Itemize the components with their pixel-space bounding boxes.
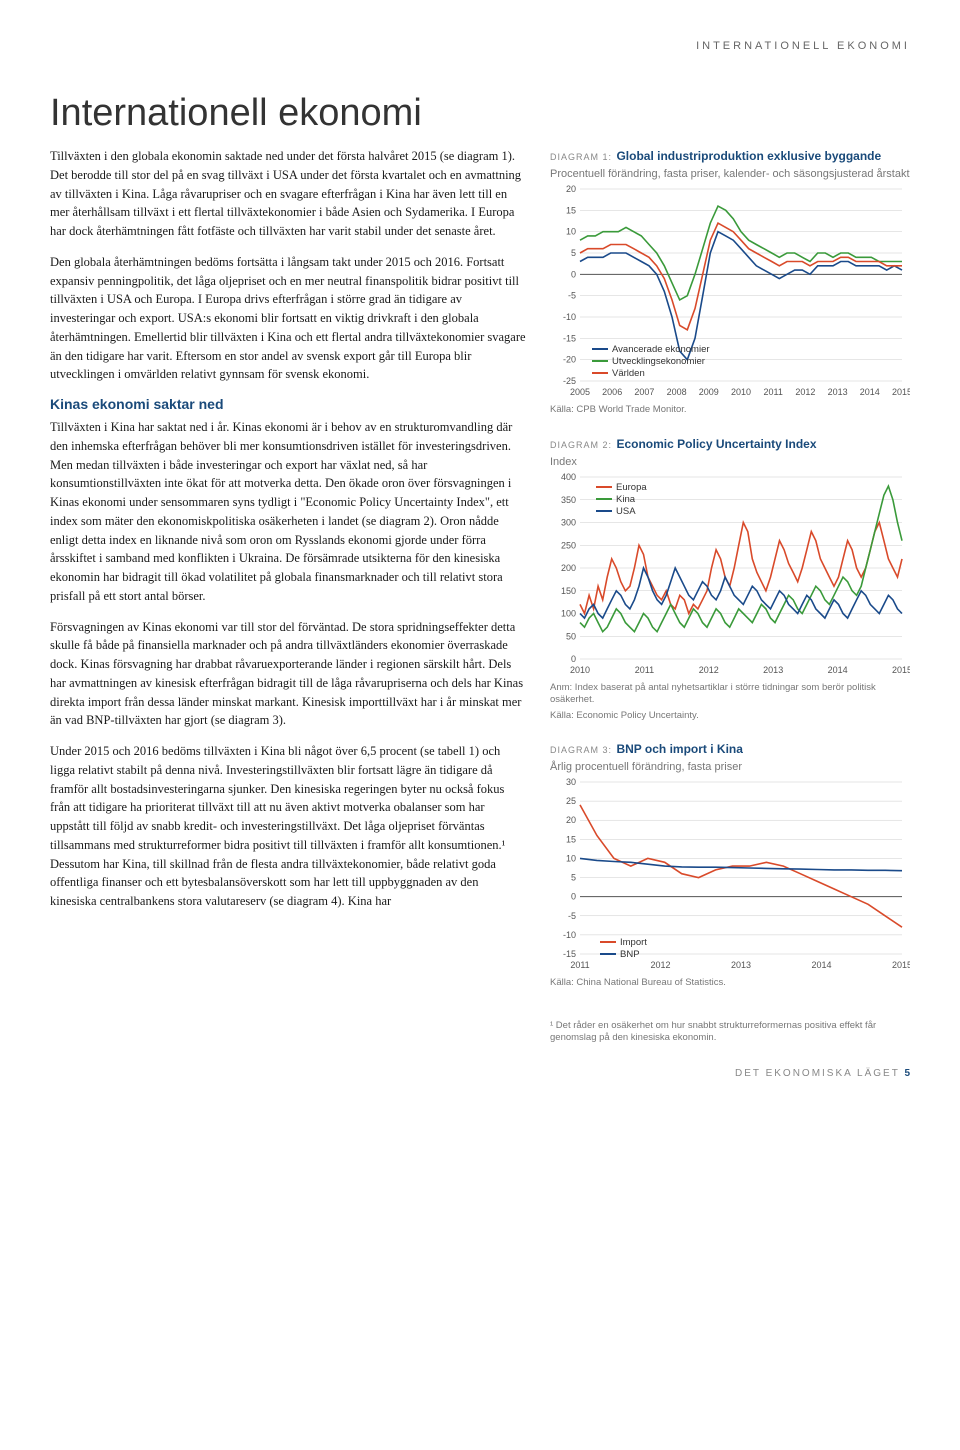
- svg-text:USA: USA: [616, 506, 636, 517]
- svg-text:50: 50: [566, 631, 576, 641]
- svg-text:2012: 2012: [795, 387, 815, 397]
- svg-text:2014: 2014: [811, 960, 831, 970]
- svg-text:5: 5: [571, 248, 576, 258]
- chart-source: Källa: Economic Policy Uncertainty.: [550, 710, 910, 722]
- diagram-label: DIAGRAM 3:: [550, 745, 612, 755]
- diagram-1: DIAGRAM 1: Global industriproduktion exk…: [550, 147, 910, 417]
- svg-text:Avancerade ekonomier: Avancerade ekonomier: [612, 344, 710, 355]
- svg-text:0: 0: [571, 654, 576, 664]
- svg-text:-20: -20: [563, 355, 576, 365]
- section-header: INTERNATIONELL EKONOMI: [50, 40, 910, 52]
- svg-text:2008: 2008: [667, 387, 687, 397]
- svg-text:Kina: Kina: [616, 494, 636, 505]
- diagram-title: Economic Policy Uncertainty Index: [616, 437, 816, 451]
- svg-text:-15: -15: [563, 334, 576, 344]
- svg-text:20: 20: [566, 815, 576, 825]
- svg-text:0: 0: [571, 270, 576, 280]
- svg-text:Import: Import: [620, 937, 647, 948]
- diagram-subtitle: Index: [550, 455, 910, 469]
- chart-2-svg: 0 50 100 150 200 250 300 350 400 2010 2011 2012 2013…: [550, 469, 910, 679]
- chart-3-svg: -15 -10 -5 0 5 10 15 20 25 30 2011 2012 2013 2014 2015…: [550, 774, 910, 974]
- svg-text:2010: 2010: [731, 387, 751, 397]
- svg-text:2014: 2014: [860, 387, 880, 397]
- footer-text: DET EKONOMISKA LÄGET: [735, 1068, 900, 1079]
- svg-text:2011: 2011: [570, 960, 589, 970]
- paragraph: Under 2015 och 2016 bedöms tillväxten i …: [50, 742, 526, 911]
- diagram-label: DIAGRAM 1:: [550, 152, 612, 162]
- svg-text:2010: 2010: [570, 665, 590, 675]
- svg-text:15: 15: [566, 206, 576, 216]
- paragraph: Tillväxten i Kina har saktat ned i år. K…: [50, 418, 526, 606]
- svg-text:Världen: Världen: [612, 368, 645, 379]
- svg-text:200: 200: [561, 563, 576, 573]
- svg-text:2015: 2015: [892, 665, 910, 675]
- svg-text:2014: 2014: [828, 665, 848, 675]
- svg-text:20: 20: [566, 184, 576, 194]
- svg-text:BNP: BNP: [620, 949, 640, 960]
- diagram-label: DIAGRAM 2:: [550, 440, 612, 450]
- svg-text:300: 300: [561, 517, 576, 527]
- svg-text:2012: 2012: [650, 960, 670, 970]
- diagram-subtitle: Procentuell förändring, fasta priser, ka…: [550, 167, 910, 181]
- svg-text:Utvecklingsekonomier: Utvecklingsekonomier: [612, 356, 705, 367]
- svg-text:2013: 2013: [731, 960, 751, 970]
- paragraph: Tillväxten i den globala ekonomin saktad…: [50, 147, 526, 241]
- diagram-2: DIAGRAM 2: Economic Policy Uncertainty I…: [550, 435, 910, 722]
- paragraph: Försvagningen av Kinas ekonomi var till …: [50, 618, 526, 731]
- svg-text:-25: -25: [563, 376, 576, 386]
- svg-text:Europa: Europa: [616, 482, 647, 493]
- svg-text:-15: -15: [563, 949, 576, 959]
- svg-text:2013: 2013: [828, 387, 848, 397]
- svg-text:-5: -5: [568, 291, 576, 301]
- page-footer: DET EKONOMISKA LÄGET 5: [50, 1068, 910, 1079]
- svg-text:5: 5: [571, 873, 576, 883]
- svg-text:-10: -10: [563, 930, 576, 940]
- page-title: Internationell ekonomi: [50, 92, 910, 135]
- chart-note: Anm: Index baserat på antal nyhetsartikl…: [550, 682, 910, 707]
- svg-text:350: 350: [561, 495, 576, 505]
- svg-text:2013: 2013: [763, 665, 783, 675]
- svg-text:-10: -10: [563, 312, 576, 322]
- svg-text:30: 30: [566, 777, 576, 787]
- diagram-3: DIAGRAM 3: BNP och import i Kina Årlig p…: [550, 740, 910, 990]
- chart-source: Källa: China National Bureau of Statisti…: [550, 977, 910, 989]
- svg-text:2006: 2006: [602, 387, 622, 397]
- svg-text:100: 100: [561, 608, 576, 618]
- svg-text:150: 150: [561, 586, 576, 596]
- body-column: Tillväxten i den globala ekonomin saktad…: [50, 147, 526, 1044]
- svg-text:25: 25: [566, 796, 576, 806]
- svg-text:2009: 2009: [699, 387, 719, 397]
- svg-text:10: 10: [566, 854, 576, 864]
- svg-text:2015: 2015: [892, 960, 910, 970]
- svg-text:15: 15: [566, 835, 576, 845]
- svg-text:2012: 2012: [699, 665, 719, 675]
- subheading: Kinas ekonomi saktar ned: [50, 396, 526, 412]
- svg-text:10: 10: [566, 227, 576, 237]
- svg-text:2005: 2005: [570, 387, 590, 397]
- svg-text:0: 0: [571, 892, 576, 902]
- svg-text:2011: 2011: [635, 665, 654, 675]
- diagram-title: BNP och import i Kina: [616, 742, 742, 756]
- diagram-subtitle: Årlig procentuell förändring, fasta pris…: [550, 760, 910, 774]
- svg-text:400: 400: [561, 472, 576, 482]
- svg-text:-5: -5: [568, 911, 576, 921]
- chart-source: Källa: CPB World Trade Monitor.: [550, 404, 910, 416]
- svg-text:2011: 2011: [764, 387, 783, 397]
- svg-text:2007: 2007: [634, 387, 654, 397]
- svg-text:250: 250: [561, 540, 576, 550]
- page-number: 5: [904, 1068, 910, 1079]
- svg-text:2015: 2015: [892, 387, 910, 397]
- paragraph: Den globala återhämtningen bedöms fortsä…: [50, 253, 526, 384]
- diagram-title: Global industriproduktion exklusive bygg…: [616, 149, 881, 163]
- charts-column: DIAGRAM 1: Global industriproduktion exk…: [550, 147, 910, 1044]
- chart-1-svg: -25 -20 -15 -10 -5 0 5 10 15 20 2005 2006 2007 2008 20…: [550, 181, 910, 401]
- footnote: ¹ Det råder en osäkerhet om hur snabbt s…: [550, 1020, 910, 1045]
